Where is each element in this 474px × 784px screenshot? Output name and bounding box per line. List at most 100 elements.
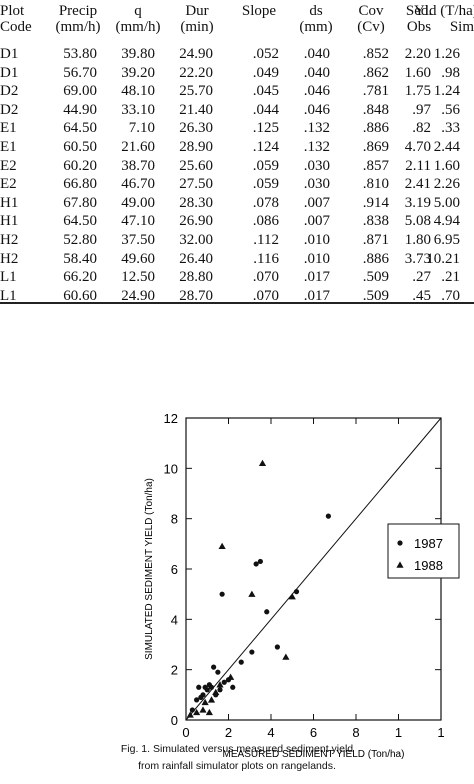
table-cell: .030 [303, 157, 330, 174]
table-row: E2 66.80 46.70 27.50 .059 .030 .810 2.41 2.26 [0, 176, 474, 195]
column-header-line2: (Cv) [357, 19, 385, 35]
data-point-1988 [216, 681, 224, 688]
plot-code-cell: H2 [0, 250, 19, 267]
x-tick-label: 1 [437, 725, 444, 740]
table-cell: 28.90 [179, 139, 213, 155]
table-cell: 49.00 [121, 194, 155, 211]
data-point-1987 [238, 659, 244, 665]
column-header-line1: Slope [241, 3, 277, 19]
table-cell: .059 [252, 157, 279, 174]
column-header-line2: (min) [180, 19, 214, 35]
table-cell: .124 [252, 139, 279, 155]
plot-code-cell: L1 [0, 287, 17, 304]
table-cell: .010 [303, 232, 330, 248]
table-cell: .98 [441, 64, 460, 81]
data-point-1987 [194, 697, 200, 703]
column-header-line2: Sim [449, 19, 474, 35]
y-tick-label: 10 [164, 461, 178, 476]
column-header-line2: (mm/h) [55, 19, 101, 35]
table-row: H1 67.80 49.00 28.30 .078 .007 .914 3.19 5.00 [0, 195, 474, 214]
table-cell: 39.20 [121, 64, 155, 81]
table-cell: 2.20 [404, 46, 431, 62]
table-cell: .21 [441, 269, 460, 286]
table-cell: .125 [252, 120, 279, 137]
table-row: D1 53.80 39.80 24.90 .052 .040 .852 2.20 1.26 [0, 46, 474, 65]
plot-code-cell: E1 [0, 139, 17, 155]
table-cell: 2.26 [433, 176, 460, 193]
table-cell: 4.70 [404, 139, 431, 155]
table-cell: 2.11 [405, 157, 431, 174]
table-cell: .052 [252, 46, 279, 62]
table-cell: .82 [412, 120, 431, 137]
table-cell: .27 [412, 269, 431, 286]
plot-code-cell: L1 [0, 269, 17, 286]
table-cell: 44.90 [63, 101, 97, 118]
table-cell: 56.70 [63, 64, 97, 81]
table-cell: 1.60 [404, 64, 431, 81]
table-cell: .781 [362, 83, 389, 100]
table-cell: 58.40 [63, 250, 97, 267]
table-cell: 1.75 [404, 83, 431, 100]
table-cell: 60.50 [63, 139, 97, 155]
table-row: D1 56.70 39.20 22.20 .049 .040 .862 1.60 .98 [0, 65, 474, 84]
table-cell: .509 [362, 269, 389, 286]
table-cell: 21.60 [121, 139, 155, 155]
plot-code-cell: D1 [0, 46, 19, 62]
data-point-1988 [207, 696, 216, 703]
x-tick-label: 0 [182, 725, 189, 740]
y-tick-label: 2 [171, 663, 178, 678]
table-cell: 49.60 [121, 250, 155, 267]
scatter-figure: 0 2 4 6 8 10 12 0 2 4 6 8 1 1 MEASURED SEDIMENT YIELD … [0, 390, 474, 779]
y-tick-label: 6 [171, 562, 178, 577]
table-cell: .010 [303, 250, 330, 267]
table-cell: .112 [253, 232, 279, 248]
x-tick-label: 8 [352, 725, 359, 740]
table-cell: 2.44 [433, 139, 460, 155]
table-cell: 28.80 [179, 269, 213, 286]
table-cell: 12.50 [121, 269, 155, 286]
plot-code-cell: E2 [0, 157, 17, 174]
column-header: q (mm/h) [98, 3, 178, 35]
table-cell: 60.20 [63, 157, 97, 174]
table-row: L1 66.20 12.50 28.80 .070 .017 .509 .27 .21 [0, 269, 474, 288]
column-header: ds (mm) [276, 3, 356, 35]
y-axis-label: SIMULATED SEDIMENT YIELD (Ton/ha) [144, 478, 155, 660]
table-cell: 26.40 [179, 250, 213, 267]
table-cell: .046 [303, 83, 330, 100]
table-cell: 6.95 [433, 232, 460, 248]
table-row: E1 64.50 7.10 26.30 .125 .132 .886 .82 .33 [0, 120, 474, 139]
table-cell: 1.24 [433, 83, 460, 100]
column-header-line1: Plot [0, 3, 25, 19]
plot-code-cell: H2 [0, 232, 19, 248]
column-header: Slope [219, 3, 299, 19]
column-header: Precip (mm/h) [38, 3, 118, 35]
data-point-1988 [282, 653, 290, 660]
table-bottom-rule [0, 302, 474, 304]
column-header-line1: Sed. [405, 3, 433, 19]
table-cell: 25.60 [179, 157, 213, 174]
table-cell: 38.70 [121, 157, 155, 174]
data-point-1987 [221, 679, 227, 685]
data-point-1988 [193, 708, 201, 716]
column-header: Dur (min) [157, 3, 237, 35]
table-cell: 25.70 [179, 83, 213, 100]
data-point-1988 [227, 673, 235, 680]
table-cell: 64.50 [63, 120, 97, 137]
table-cell: .45 [412, 287, 431, 304]
table-cell: .007 [303, 213, 330, 230]
table-cell: 32.00 [179, 232, 213, 248]
data-point-1987 [230, 684, 236, 690]
table-cell: 28.30 [179, 194, 213, 211]
table-row: L1 60.60 24.90 28.70 .070 .017 .509 .45 .70 [0, 288, 474, 307]
data-point-1988 [205, 708, 213, 716]
column-header-line1: Precip [58, 3, 98, 19]
x-tick-label: 2 [225, 725, 232, 740]
x-tick-label: 6 [310, 725, 317, 740]
figure-caption-line2: from rainfall simulator plots on rangela… [138, 760, 336, 772]
data-point-1987 [215, 669, 221, 675]
data-point-1987 [200, 692, 206, 698]
table-cell: .017 [303, 269, 330, 286]
table-cell: 48.10 [121, 83, 155, 100]
table-cell: 69.00 [63, 83, 97, 100]
table-cell: .078 [252, 194, 279, 211]
